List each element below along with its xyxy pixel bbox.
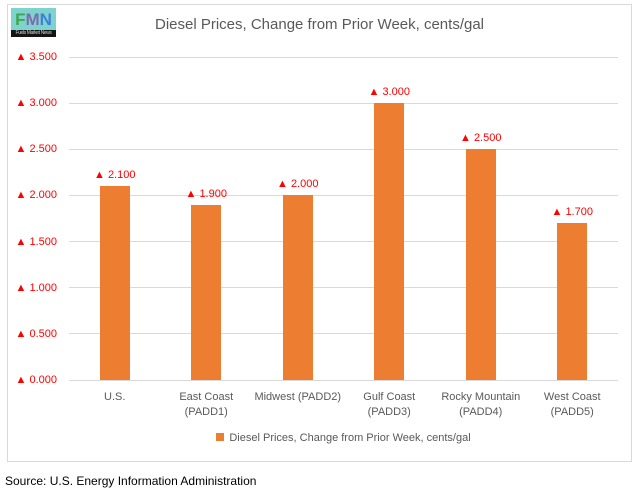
bar-data-label: ▲ 2.100 xyxy=(94,169,136,182)
legend-label: Diesel Prices, Change from Prior Week, c… xyxy=(229,432,471,444)
x-axis-category-label: Midwest (PADD2) xyxy=(254,391,342,403)
bar-2 xyxy=(191,204,222,380)
legend: Diesel Prices, Change from Prior Week, c… xyxy=(69,432,618,444)
y-axis-tick-label: ▲ 1.000 xyxy=(15,281,57,294)
y-axis-tick-label: ▲ 0.500 xyxy=(15,327,57,340)
bar-data-label: ▲ 1.900 xyxy=(185,187,227,200)
bar-4 xyxy=(374,103,405,380)
gridline xyxy=(69,333,618,335)
y-axis-tick-label: ▲ 3.000 xyxy=(15,97,57,110)
gridline xyxy=(69,148,618,150)
x-axis-category-label: East Coast (PADD1) xyxy=(179,391,234,419)
bar-data-label: ▲ 2.000 xyxy=(277,178,319,191)
gridline xyxy=(69,379,618,381)
fmn-logo-caption: Fuels Market News xyxy=(11,30,56,37)
y-axis-tick-label: ▲ 3.500 xyxy=(15,51,57,63)
plot-area: ▲ 0.000 ▲ 0.500 ▲ 1.000 ▲ 1.500 ▲ 2.000 ▲ 2.5… xyxy=(16,51,618,418)
chart-title: Diesel Prices, Change from Prior Week, c… xyxy=(154,16,485,33)
bar-3 xyxy=(282,195,313,380)
source-text: Source: U.S. Energy Information Administ… xyxy=(5,474,257,488)
y-axis-tick-label: ▲ 2.000 xyxy=(15,189,57,202)
bar-6 xyxy=(557,223,588,380)
gridline xyxy=(69,56,618,58)
logo-letter: M xyxy=(25,9,40,29)
y-axis-tick-label: ▲ 0.000 xyxy=(15,374,57,386)
y-axis-tick-label: ▲ 1.500 xyxy=(15,235,57,248)
bar-data-label: ▲ 2.500 xyxy=(460,132,502,145)
x-axis-category-label: Gulf Coast (PADD3) xyxy=(363,391,416,419)
legend-swatch xyxy=(216,433,225,442)
gridline xyxy=(69,241,618,243)
logo-letter: F xyxy=(15,9,26,29)
bar-data-label: ▲ 1.700 xyxy=(551,206,593,219)
x-axis-category-label: Rocky Mountain (PADD4) xyxy=(441,391,521,419)
bar-data-label: ▲ 3.000 xyxy=(368,86,410,99)
gridline xyxy=(69,287,618,289)
bar-1 xyxy=(99,186,130,380)
gridline xyxy=(69,194,618,196)
x-axis-category-label: West Coast (PADD5) xyxy=(543,391,601,419)
bar-5 xyxy=(465,149,496,380)
logo-letter: N xyxy=(39,9,52,29)
y-axis-tick-label: ▲ 2.500 xyxy=(15,143,57,156)
x-axis-category-label: U.S. xyxy=(104,391,126,403)
gridline xyxy=(69,102,618,104)
